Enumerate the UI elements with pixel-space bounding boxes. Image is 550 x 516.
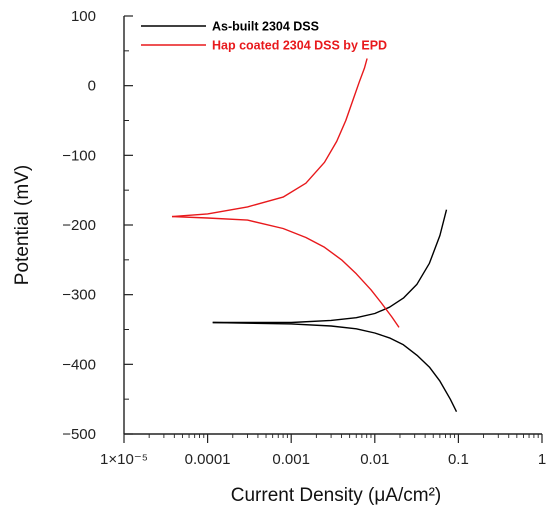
y-tick-label: −200 [62, 217, 96, 234]
series-1-branch-1 [212, 209, 448, 324]
x-axis-title: Current Density (μA/cm²) [231, 485, 441, 506]
series-2-branch-2 [171, 215, 400, 328]
x-tick-label: 0.0001 [185, 451, 231, 468]
x-tick-label: 1 [538, 451, 546, 468]
series-1-branch-2 [212, 321, 458, 413]
legend: As-built 2304 DSS Hap coated 2304 DSS by… [141, 20, 387, 53]
legend-label-series-2: Hap coated 2304 DSS by EPD [212, 39, 387, 53]
y-tick-label: −300 [62, 287, 96, 304]
x-tick-label: 0.01 [360, 451, 389, 468]
legend-label-series-1: As-built 2304 DSS [212, 20, 319, 34]
x-tick-label: 0.001 [272, 451, 310, 468]
y-tick-label: 100 [71, 8, 96, 25]
y-tick-label: 0 [88, 78, 96, 95]
y-tick-label: −400 [62, 356, 96, 373]
series-2-branch-1 [171, 58, 368, 218]
x-tick-label: 0.1 [448, 451, 469, 468]
y-axis-title: Potential (mV) [12, 165, 33, 285]
x-tick-label: 1×10⁻⁵ [100, 451, 148, 468]
y-tick-label: −100 [62, 147, 96, 164]
y-tick-label: −500 [62, 426, 96, 443]
